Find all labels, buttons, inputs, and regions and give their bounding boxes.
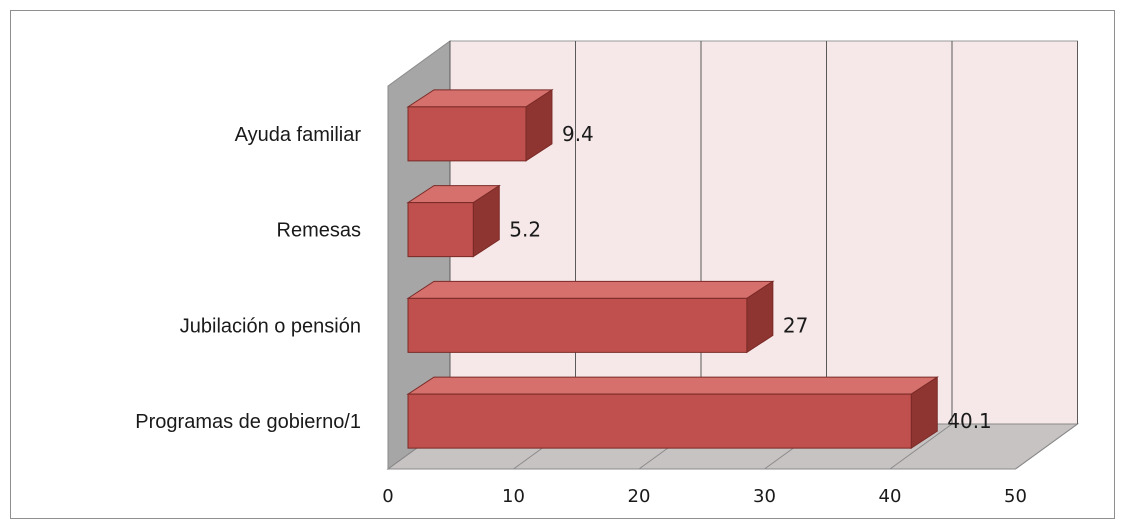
category-label: Ayuda familiar xyxy=(235,124,362,146)
floor-gridline xyxy=(889,423,953,470)
x-tick-label: 20 xyxy=(628,486,651,507)
bar-top xyxy=(406,280,775,299)
chart-frame: 0 10 20 30 40 50 9.4 Ayuda familiar 5.2 Remesas 27… xyxy=(10,10,1115,519)
bar-chart: 0 10 20 30 40 50 9.4 Ayuda familiar 5.2 Remesas 27… xyxy=(135,40,1080,507)
category-label: Remesas xyxy=(277,220,361,242)
data-label: 27 xyxy=(783,313,808,337)
category-label: Programas de gobierno/1 xyxy=(135,411,361,433)
x-tick-label: 30 xyxy=(753,486,776,507)
bar xyxy=(407,297,748,353)
x-tick-label: 0 xyxy=(382,486,393,507)
bar-top xyxy=(406,376,939,395)
bar xyxy=(407,393,912,449)
bar xyxy=(407,106,527,162)
data-label: 5.2 xyxy=(509,218,541,242)
x-tick-label: 40 xyxy=(879,486,902,507)
floor-gridline xyxy=(1015,423,1078,470)
x-tick-label: 50 xyxy=(1004,486,1027,507)
data-label: 40.1 xyxy=(947,409,992,433)
x-tick-label: 10 xyxy=(502,486,525,507)
category-label: Jubilación o pensión xyxy=(180,315,361,337)
back-wall xyxy=(449,40,1078,425)
data-label: 9.4 xyxy=(562,122,594,146)
bar xyxy=(407,202,474,258)
